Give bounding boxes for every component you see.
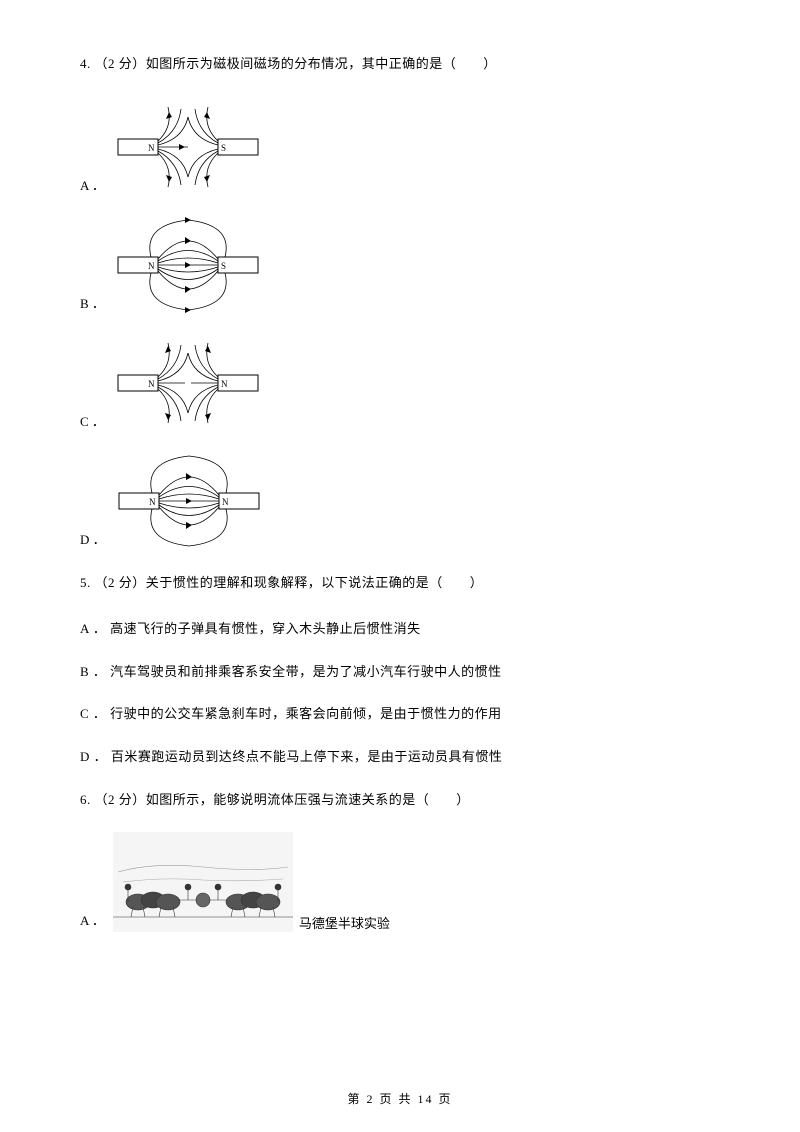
q4-option-b: B ． N S bbox=[80, 215, 720, 315]
q6-option-a: A ． bbox=[80, 832, 720, 932]
q4-option-c: C ． N N bbox=[80, 333, 720, 433]
q5-option-b: B ． 汽车驾驶员和前排乘客系安全带，是为了减小汽车行驶中人的惯性 bbox=[80, 658, 720, 687]
question-5-text: 5. （2 分）关于惯性的理解和现象解释，以下说法正确的是（ ） bbox=[80, 569, 720, 598]
svg-text:S: S bbox=[221, 143, 226, 153]
svg-text:N: N bbox=[221, 379, 228, 389]
magnetic-field-diagram-b: N S bbox=[113, 215, 263, 315]
q5-option-d: D ． 百米赛跑运动员到达终点不能马上停下来，是由于运动员具有惯性 bbox=[80, 743, 720, 772]
magnetic-field-diagram-d: N N bbox=[114, 451, 264, 551]
q5-option-a: A ． 高速飞行的子弹具有惯性，穿入木头静止后惯性消失 bbox=[80, 615, 720, 644]
svg-text:N: N bbox=[149, 497, 156, 507]
q4-option-a: A ． N S bbox=[80, 97, 720, 197]
option-letter: B ． bbox=[80, 294, 105, 315]
option-letter: D ． bbox=[80, 530, 106, 551]
page-number: 第 2 页 bbox=[347, 1092, 393, 1106]
svg-text:N: N bbox=[148, 379, 155, 389]
svg-text:S: S bbox=[221, 261, 226, 271]
option-letter: A ． bbox=[80, 176, 105, 197]
svg-text:N: N bbox=[148, 143, 155, 153]
q6-option-a-label: 马德堡半球实验 bbox=[299, 913, 390, 932]
page-total: 共 14 页 bbox=[399, 1092, 453, 1106]
q5-option-c: C ． 行驶中的公交车紧急刹车时，乘客会向前倾，是由于惯性力的作用 bbox=[80, 700, 720, 729]
page-footer: 第 2 页 共 14 页 bbox=[0, 1090, 800, 1107]
magdeburg-hemispheres-image bbox=[113, 832, 293, 932]
option-letter: A ． bbox=[80, 911, 105, 932]
svg-text:N: N bbox=[222, 497, 229, 507]
question-4-text: 4. （2 分）如图所示为磁极间磁场的分布情况，其中正确的是（ ） bbox=[80, 50, 720, 79]
magnetic-field-diagram-c: N N bbox=[113, 333, 263, 433]
svg-text:N: N bbox=[148, 261, 155, 271]
q4-option-d: D ． N N bbox=[80, 451, 720, 551]
option-letter: C ． bbox=[80, 412, 105, 433]
question-6-text: 6. （2 分）如图所示，能够说明流体压强与流速关系的是（ ） bbox=[80, 786, 720, 815]
magnetic-field-diagram-a: N S bbox=[113, 97, 263, 197]
